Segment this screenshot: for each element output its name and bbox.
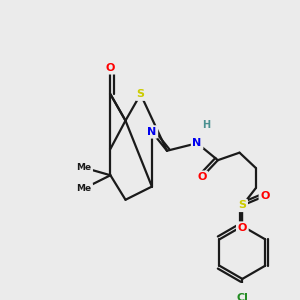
Text: O: O	[260, 191, 270, 201]
Text: N: N	[147, 127, 157, 137]
Text: O: O	[197, 172, 206, 182]
Text: H: H	[202, 120, 211, 130]
Text: S: S	[238, 200, 246, 210]
Text: O: O	[106, 63, 115, 73]
Text: Me: Me	[76, 163, 92, 172]
Text: Me: Me	[76, 184, 92, 193]
Text: O: O	[238, 223, 247, 233]
Text: N: N	[193, 138, 202, 148]
Text: S: S	[136, 89, 145, 99]
Text: Cl: Cl	[236, 293, 248, 300]
